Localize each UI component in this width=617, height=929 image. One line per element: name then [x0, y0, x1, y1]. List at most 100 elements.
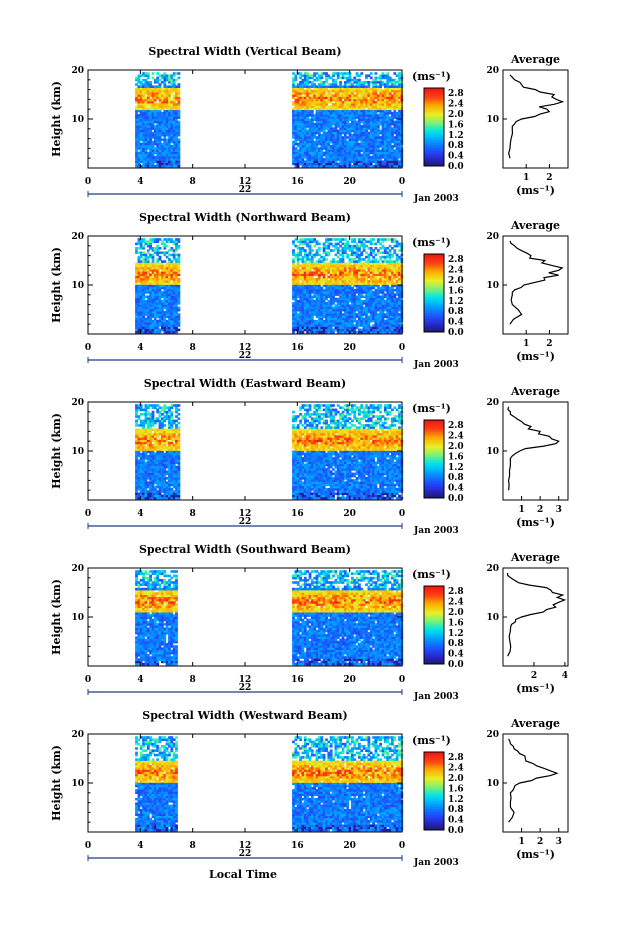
x-tick-label: 0 [85, 177, 91, 187]
avg-x-tick-label: 1 [523, 339, 529, 349]
colorbar-tick-label: 2.4 [448, 266, 464, 276]
colorbar-tick-label: 2.0 [448, 608, 464, 618]
x-tick-label: 20 [343, 177, 356, 187]
colorbar-tick-label: 2.4 [448, 764, 464, 774]
colorbar-tick-label: 1.6 [448, 120, 464, 130]
y-axis-label: Height (km) [50, 413, 63, 489]
y-tick-label: 20 [71, 564, 84, 574]
y-tick-label: 10 [71, 779, 84, 789]
average-profile-line [507, 406, 560, 491]
average-title: Average [510, 53, 560, 66]
colorbar-tick-label: 2.4 [448, 432, 464, 442]
colorbar-tick-label: 2.4 [448, 100, 464, 110]
colorbar-tick-label: 0.0 [448, 660, 464, 670]
day-label: 22 [239, 849, 252, 859]
x-tick-label: 20 [343, 675, 356, 685]
avg-y-tick-label: 20 [486, 730, 499, 740]
avg-y-tick-label: 10 [486, 281, 499, 291]
y-tick-label: 20 [71, 66, 84, 76]
x-tick-label: 4 [137, 343, 143, 353]
y-axis-label: Height (km) [50, 247, 63, 323]
y-tick-label: 10 [71, 115, 84, 125]
average-title: Average [510, 551, 560, 564]
avg-x-tick-label: 2 [531, 671, 537, 681]
colorbar-unit: (ms⁻¹) [412, 568, 451, 581]
avg-y-tick-label: 20 [486, 232, 499, 242]
x-tick-label: 12 [239, 841, 252, 851]
x-tick-label: 16 [291, 177, 304, 187]
panel-title: Spectral Width (Northward Beam) [139, 211, 351, 224]
avg-x-tick-label: 4 [562, 671, 568, 681]
x-tick-label: 0 [85, 675, 91, 685]
avg-x-tick-label: 2 [537, 505, 543, 515]
x-tick-label: 20 [343, 343, 356, 353]
x-tick-label: 12 [239, 177, 252, 187]
x-tick-label: 8 [190, 509, 196, 519]
colorbar-tick-label: 2.8 [448, 255, 464, 265]
colorbar-tick-label: 0.4 [448, 816, 464, 826]
beam-panel-5: Spectral Width (Westward Beam) 10 20 Height… [50, 709, 569, 868]
y-tick-label: 10 [71, 613, 84, 623]
heatmap-cells [135, 238, 404, 334]
x-tick-label: 8 [190, 343, 196, 353]
colorbar-tick-label: 2.8 [448, 587, 464, 597]
date-label: Jan 2003 [413, 526, 459, 536]
colorbar-tick-label: 2.8 [448, 421, 464, 431]
y-axis-label: Height (km) [50, 745, 63, 821]
x-tick-label: 16 [291, 841, 304, 851]
beam-panel-3: Spectral Width (Eastward Beam)1020Height… [50, 377, 569, 536]
avg-y-tick-label: 10 [486, 115, 499, 125]
colorbar-tick-label: 0.4 [448, 318, 464, 328]
colorbar-tick-label: 2.0 [448, 276, 464, 286]
avg-x-tick-label: 2 [537, 837, 543, 847]
average-profile: Average 10 20 1 2 3(ms⁻¹) [486, 385, 569, 529]
x-tick-label: 0 [85, 343, 91, 353]
x-tick-label: 8 [190, 177, 196, 187]
colorbar-tick-label: 1.6 [448, 452, 464, 462]
x-tick-label: 12 [239, 343, 252, 353]
x-tick-label: 16 [291, 343, 304, 353]
colorbar-unit: (ms⁻¹) [412, 236, 451, 249]
average-unit: (ms⁻¹) [516, 350, 555, 363]
colorbar-tick-label: 0.8 [448, 141, 464, 151]
avg-x-tick-label: 1 [518, 837, 524, 847]
colorbar-tick-label: 2.0 [448, 442, 464, 452]
x-tick-label: 12 [239, 509, 252, 519]
x-tick-label: 8 [190, 675, 196, 685]
colorbar-tick-label: 1.2 [448, 131, 464, 141]
colorbar-unit: (ms⁻¹) [412, 70, 451, 83]
panel-title: Spectral Width (Southward Beam) [139, 543, 351, 556]
colorbar-unit: (ms⁻¹) [412, 734, 451, 747]
y-tick-label: 20 [71, 730, 84, 740]
average-profile: Average 10 20 1 2(ms⁻¹) [486, 219, 569, 363]
average-frame [502, 401, 569, 501]
x-tick-label: 20 [343, 509, 356, 519]
date-label: Jan 2003 [413, 692, 459, 702]
beam-panel-4: Spectral Width (Southward Beam)1020Heigh… [50, 543, 569, 702]
beam-panel-1: Spectral Width (Vertical Beam)1020Height… [50, 45, 569, 204]
heatmap-cells [135, 72, 404, 168]
average-profile-line [508, 74, 565, 159]
average-profile: Average 10 20 2 4 (ms⁻¹) [486, 551, 569, 695]
day-label: 22 [239, 517, 252, 527]
average-title: Average [510, 717, 560, 730]
x-tick-label: 8 [190, 841, 196, 851]
avg-y-tick-label: 10 [486, 447, 499, 457]
average-profile-line [507, 572, 567, 657]
x-tick-label: 4 [137, 177, 143, 187]
colorbar: (ms⁻¹) 0.00.40.81.21.62.02.42.8 [412, 734, 464, 836]
colorbar-tick-label: 0.0 [448, 162, 464, 172]
colorbar-tick-label: 0.4 [448, 484, 464, 494]
colorbar: (ms⁻¹) 0.00.40.81.21.62.02.42.8 [412, 70, 464, 172]
avg-y-tick-label: 20 [486, 398, 499, 408]
colorbar-tick-label: 0.0 [448, 826, 464, 836]
panel-title: Spectral Width (Westward Beam) [142, 709, 347, 722]
avg-x-tick-label: 1 [523, 173, 529, 183]
colorbar-tick-label: 2.0 [448, 774, 464, 784]
x-tick-label: 16 [291, 675, 304, 685]
x-tick-label: 4 [137, 841, 143, 851]
average-profile-line [508, 738, 559, 823]
heatmap-cells [135, 404, 404, 500]
avg-x-tick-label: 3 [556, 505, 562, 515]
